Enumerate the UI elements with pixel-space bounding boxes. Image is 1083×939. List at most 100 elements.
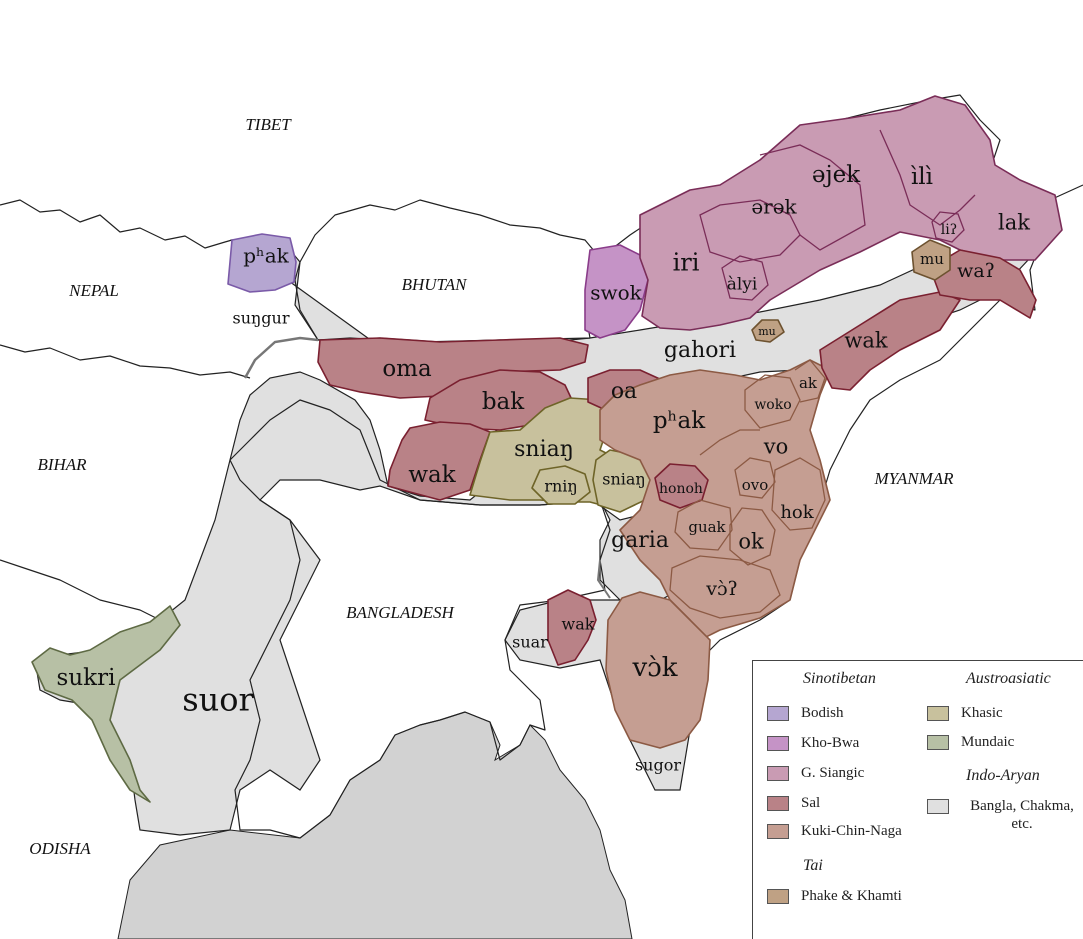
region-label-li: liʔ: [941, 222, 957, 238]
region-mundaic: [31, 605, 181, 803]
region-sal-honoh: [654, 463, 709, 509]
legend-swatch-bodish: [767, 706, 789, 721]
map-legend: Sinotibetan Austroasiatic Bodish Kho-Bwa…: [752, 660, 1083, 939]
region-label-suor: suor: [182, 681, 254, 719]
country-label-myanmar: MYANMAR: [873, 469, 954, 488]
legend-item-bangla: Bangla, Chakma, etc.: [927, 797, 1083, 833]
region-label-ak: ak: [799, 374, 818, 392]
region-label-ili: ìlì: [910, 164, 933, 190]
legend-item-sal: Sal: [767, 794, 820, 812]
region-label-arak: ərək: [751, 195, 797, 219]
legend-heading-sinotibetan: Sinotibetan: [803, 670, 876, 687]
country-label-odisha: ODISHA: [29, 839, 91, 858]
region-label-wa: waʔ: [957, 260, 995, 282]
region-label-lak: lak: [998, 211, 1030, 235]
legend-label-kuki-chin-naga: Kuki-Chin-Naga: [801, 823, 902, 839]
region-label-vok: vɔ̀k: [631, 653, 677, 683]
region-label-wak-south: wak: [562, 615, 595, 634]
region-label-mu-north: mu: [920, 250, 944, 268]
siangic-subborders: [699, 129, 976, 301]
region-label-wak-west: wak: [408, 462, 456, 488]
bangladesh-border: [229, 399, 611, 839]
kuki-subborders: [669, 359, 826, 619]
region-khasic-rnin: [531, 465, 591, 505]
legend-label-g-siangic: G. Siangic: [801, 765, 865, 781]
region-label-wak-ne: wak: [844, 329, 887, 353]
legend-item-g-siangic: G. Siangic: [767, 764, 864, 782]
legend-swatch-kuki-chin-naga: [767, 824, 789, 839]
legend-label-sal: Sal: [801, 795, 821, 811]
region-sal-wak-south: [547, 589, 597, 666]
region-label-mu-small: mu: [758, 325, 776, 338]
region-label-oa: oa: [611, 379, 637, 404]
region-label-iri: iri: [673, 249, 700, 277]
region-label-vo: vo: [763, 435, 789, 459]
region-label-rnin: rniŋ: [544, 477, 577, 496]
country-label-bhutan: BHUTAN: [402, 275, 469, 294]
india-west-border: [0, 559, 161, 621]
legend-swatch-bangla: [927, 799, 949, 814]
region-label-alyi: àlyi: [727, 275, 758, 295]
legend-swatch-mundaic: [927, 735, 949, 750]
region-label-garia: garia: [611, 528, 669, 553]
region-kuki-chin-naga: [599, 359, 831, 641]
country-label-nepal: NEPAL: [68, 281, 119, 300]
region-kho-bwa: [584, 244, 649, 339]
region-label-ok: ok: [738, 530, 764, 554]
region-label-gahori: gahori: [664, 338, 736, 363]
region-label-phak-east: pʰak: [653, 408, 706, 434]
legend-item-mundaic: Mundaic: [927, 733, 1014, 751]
state-border-south: [596, 559, 611, 599]
region-label-ovo: ovo: [742, 476, 769, 494]
legend-item-kuki-chin-naga: Kuki-Chin-Naga: [767, 822, 902, 840]
legend-item-kho-bwa: Kho-Bwa: [767, 734, 859, 752]
legend-label-bodish: Bodish: [801, 705, 844, 721]
region-kuki-vok: [605, 591, 711, 749]
region-siangic: [639, 95, 1063, 331]
legend-label-bangla: Bangla, Chakma, etc.: [970, 798, 1074, 832]
country-label-bangladesh: BANGLADESH: [346, 603, 455, 622]
region-label-snian-main: sniaŋ: [514, 437, 574, 462]
region-label-suar: suar: [512, 633, 548, 652]
legend-label-kho-bwa: Kho-Bwa: [801, 735, 860, 751]
region-label-honoh: honoh: [659, 481, 703, 497]
region-label-oma: oma: [382, 356, 432, 382]
legend-label-phake: Phake & Khamti: [801, 888, 902, 904]
region-label-snian-east: sniaŋ: [602, 470, 645, 489]
legend-item-phake: Phake & Khamti: [767, 887, 902, 905]
state-border: [243, 336, 319, 379]
legend-item-khasic: Khasic: [927, 704, 1003, 722]
region-label-hok: hok: [780, 502, 814, 523]
region-sal-wak-ne: [819, 291, 961, 391]
region-label-woko: woko: [754, 397, 791, 413]
legend-heading-austroasiatic: Austroasiatic: [966, 670, 1051, 687]
legend-item-bodish: Bodish: [767, 704, 844, 722]
region-label-ajek: əjek: [812, 162, 861, 188]
region-phake-mu-small: [751, 319, 785, 343]
legend-heading-indo-aryan: Indo-Aryan: [966, 767, 1040, 784]
legend-swatch-sal: [767, 796, 789, 811]
country-label-tibet: TIBET: [245, 115, 292, 134]
legend-label-khasic: Khasic: [961, 705, 1003, 721]
country-label-bihar: BIHAR: [37, 455, 87, 474]
legend-swatch-g-siangic: [767, 766, 789, 781]
legend-swatch-kho-bwa: [767, 736, 789, 751]
region-label-vo-glottal: vɔ̀ʔ: [705, 578, 738, 600]
region-label-sugor: sugor: [635, 756, 681, 775]
region-label-bak: bak: [482, 389, 525, 415]
region-label-sungur: suŋgur: [232, 309, 289, 328]
legend-label-mundaic: Mundaic: [961, 734, 1015, 750]
region-label-phak-west: pʰak: [243, 244, 289, 268]
region-bodish: [227, 233, 297, 293]
region-label-swok: swok: [590, 281, 642, 305]
legend-swatch-khasic: [927, 706, 949, 721]
legend-swatch-phake: [767, 889, 789, 904]
region-label-sukri: sukri: [57, 665, 116, 691]
region-label-guak: guak: [688, 518, 726, 536]
region-sal-wa: [929, 249, 1037, 319]
nepal-south-border: [0, 344, 251, 379]
region-phake-mu-north: [911, 239, 951, 281]
nepal-border: [0, 199, 233, 249]
legend-heading-tai: Tai: [803, 857, 823, 874]
